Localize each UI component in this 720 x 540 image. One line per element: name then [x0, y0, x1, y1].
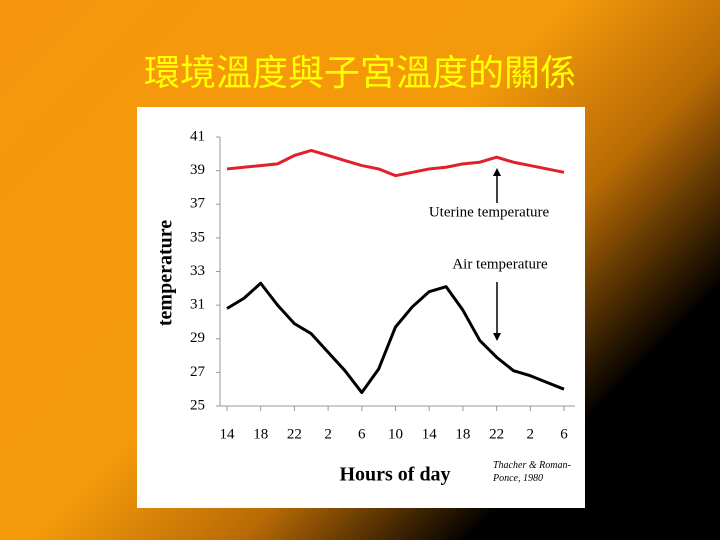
series-line — [226, 281, 565, 395]
y-tick-label: 29 — [190, 330, 205, 346]
x-tick-label: 22 — [489, 426, 504, 442]
y-tick-label: 33 — [190, 263, 205, 279]
y-tick-label: 41 — [190, 128, 205, 144]
source-note: Thacher & Roman-Ponce, 1980 — [493, 460, 571, 484]
annotation: Air temperature — [452, 256, 548, 272]
y-tick-label: 39 — [190, 162, 205, 178]
y-tick-label: 25 — [190, 397, 205, 413]
x-tick-label: 6 — [560, 426, 568, 442]
x-tick-label: 10 — [388, 426, 403, 442]
x-tick-label: 2 — [324, 426, 332, 442]
x-tick-label: 18 — [253, 426, 268, 442]
x-axis-label: Hours of day — [339, 464, 450, 486]
arrow-head — [493, 168, 501, 176]
slide-title: 環境溫度與子宮溫度的關係 — [143, 53, 576, 94]
y-tick-label: 35 — [190, 229, 205, 245]
y-tick-label: 31 — [190, 297, 205, 313]
x-tick-label: 14 — [220, 426, 236, 442]
chart-panel — [137, 107, 585, 508]
x-tick-label: 14 — [422, 426, 438, 442]
x-tick-label: 6 — [358, 426, 366, 442]
y-tick-label: 37 — [190, 196, 206, 212]
arrow-head — [493, 333, 501, 341]
x-tick-label: 18 — [455, 426, 470, 442]
y-tick-label: 27 — [190, 364, 206, 380]
y-axis-label: temperature — [155, 220, 177, 326]
x-tick-label: 22 — [287, 426, 302, 442]
x-tick-label: 2 — [527, 426, 535, 442]
annotation: Uterine temperature — [429, 204, 550, 220]
series-line — [226, 148, 565, 178]
